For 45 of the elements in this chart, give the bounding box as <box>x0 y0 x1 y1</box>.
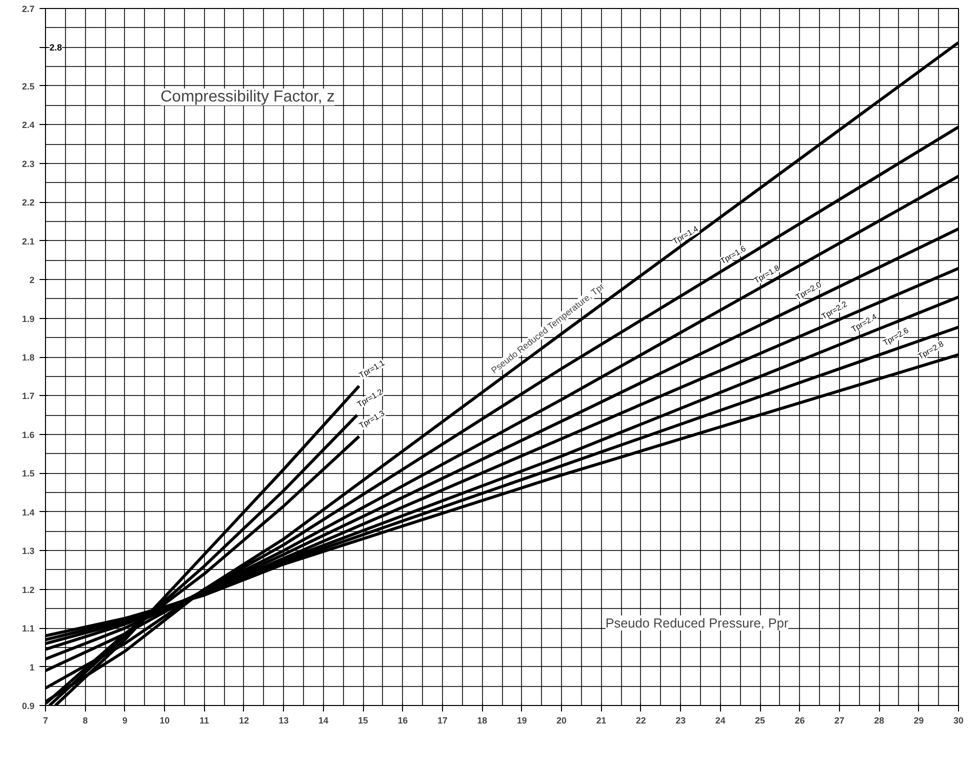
y-tick-label: 0.9 <box>22 701 35 711</box>
y-tick-label: 1 <box>29 662 35 672</box>
y-tick-label: 2.2 <box>22 198 35 208</box>
x-tick-label: 23 <box>676 716 686 726</box>
x-tick-label: 22 <box>636 716 646 726</box>
x-tick-label: 10 <box>160 716 170 726</box>
x-tick-label: 30 <box>953 716 964 726</box>
x-tick-label: 8 <box>82 716 88 726</box>
y-tick-label: 1.7 <box>22 391 35 402</box>
x-axis-title: Pseudo Reduced Pressure, Ppr <box>606 616 789 630</box>
y-axis-title: Compressibility Factor, z <box>160 88 335 106</box>
x-tick-label: 18 <box>477 716 488 726</box>
y-tick-label: 1.2 <box>22 584 35 595</box>
y-tick-label: 1.3 <box>22 546 35 556</box>
x-tick-label: 19 <box>516 716 527 726</box>
annotation: 2.8 <box>50 42 62 53</box>
x-tick-label: 25 <box>755 716 766 726</box>
x-tick-label: 15 <box>358 716 368 726</box>
x-tick-label: 16 <box>398 716 408 726</box>
y-tick-label: 1.9 <box>22 314 35 324</box>
y-tick-label: 2.3 <box>22 158 35 169</box>
x-tick-label: 21 <box>596 716 606 726</box>
y-tick-label: 1.8 <box>22 352 35 362</box>
x-tick-label: 14 <box>318 716 328 726</box>
x-tick-label: 17 <box>437 716 448 726</box>
x-tick-label: 29 <box>914 716 924 726</box>
x-tick-label: 20 <box>556 716 567 726</box>
x-tick-label: 28 <box>874 716 884 726</box>
x-tick-label: 27 <box>834 716 844 726</box>
y-tick-label: 1.4 <box>22 507 35 518</box>
y-tick-label: 1.5 <box>22 468 35 479</box>
y-tick-label: 2.5 <box>22 81 35 92</box>
y-tick-label: 2 <box>29 275 35 286</box>
y-tick-label: 1.6 <box>22 430 35 440</box>
x-tick-label: 13 <box>278 716 289 726</box>
x-tick-label: 26 <box>794 716 805 726</box>
x-tick-label: 11 <box>200 716 210 726</box>
x-tick-label: 12 <box>238 716 249 726</box>
y-tick-label: 1.1 <box>22 624 35 634</box>
x-tick-label: 24 <box>715 716 726 726</box>
x-tick-label: 7 <box>42 716 48 726</box>
y-tick-label: 2.1 <box>22 236 35 246</box>
y-tick-label: 2.7 <box>22 4 35 14</box>
y-tick-label: 2.4 <box>22 120 35 130</box>
x-tick-label: 9 <box>122 716 128 726</box>
